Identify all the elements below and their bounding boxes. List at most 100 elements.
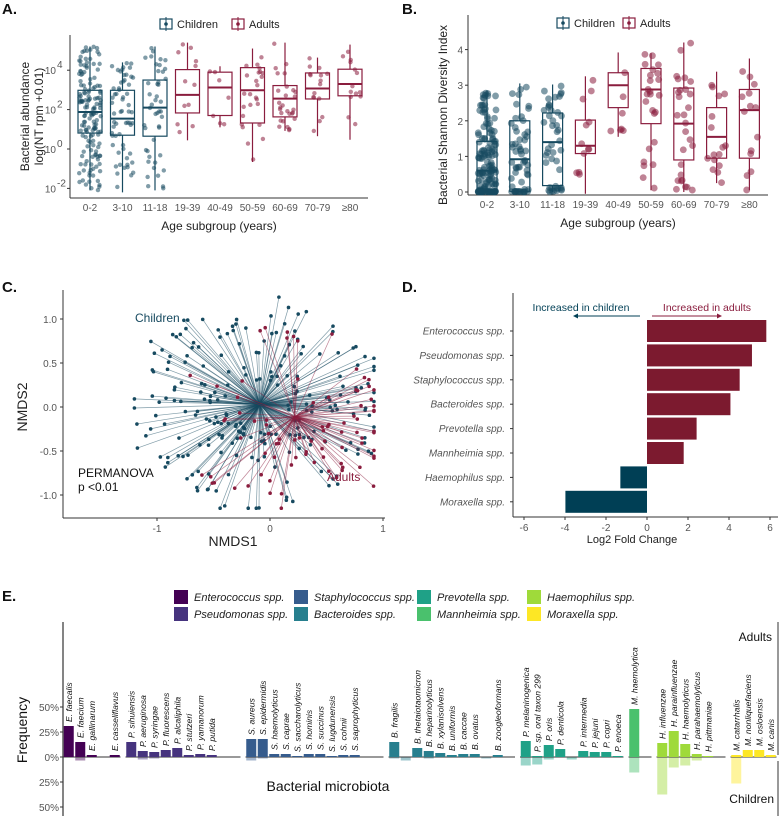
- data-point: [553, 128, 561, 136]
- data-point: [217, 78, 222, 83]
- data-point: [277, 107, 283, 112]
- data-point: [149, 339, 153, 344]
- data-point: [111, 86, 116, 91]
- y-tick-label: 10: [45, 184, 57, 195]
- data-point: [212, 421, 217, 426]
- data-point: [359, 403, 363, 408]
- data-point: [240, 379, 244, 383]
- data-point: [109, 63, 115, 69]
- spider-line: [294, 416, 342, 433]
- data-point: [248, 102, 253, 108]
- data-point: [262, 454, 267, 459]
- data-point: [77, 95, 82, 100]
- data-point: [287, 126, 292, 132]
- spider-line: [294, 333, 333, 417]
- data-point: [319, 469, 324, 474]
- data-point: [360, 436, 364, 440]
- data-point: [366, 449, 371, 453]
- data-point: [557, 146, 565, 154]
- data-point: [475, 188, 482, 195]
- x-tick-label: 11-18: [540, 200, 565, 211]
- data-point: [175, 122, 180, 127]
- legend-label: Children: [177, 19, 218, 31]
- data-point: [144, 434, 148, 438]
- data-point: [512, 114, 520, 122]
- category-label: Bacteroides spp.: [431, 400, 506, 411]
- spider-line: [259, 313, 299, 405]
- data-point: [362, 441, 367, 445]
- data-point: [258, 328, 262, 333]
- spider-line: [210, 396, 260, 405]
- x-axis-title: Bacterial microbiota: [267, 778, 390, 794]
- spider-line: [291, 416, 296, 465]
- data-point: [158, 153, 163, 158]
- y-axis-title: Frequency: [14, 697, 30, 763]
- data-point: [242, 91, 247, 96]
- data-point: [220, 433, 225, 438]
- data-point: [124, 91, 130, 97]
- data-point: [274, 432, 278, 437]
- data-point: [226, 421, 231, 426]
- data-point: [521, 158, 529, 165]
- x-tick-label: 3-10: [112, 203, 132, 214]
- data-point: [79, 153, 85, 159]
- data-point: [80, 178, 86, 183]
- species-label: E. faecium: [75, 697, 85, 738]
- spider-line: [294, 416, 315, 463]
- data-point: [348, 57, 353, 63]
- data-point: [130, 160, 135, 165]
- data-point: [355, 417, 360, 421]
- data-point: [362, 375, 367, 380]
- y-tick-label: 50%: [39, 703, 59, 714]
- data-point: [682, 119, 689, 127]
- y-tick-label: 10: [45, 106, 57, 117]
- data-point: [686, 90, 694, 98]
- data-point: [274, 330, 279, 335]
- data-point: [200, 473, 204, 477]
- data-point: [163, 76, 168, 82]
- data-point: [352, 67, 358, 72]
- bar-adults: [543, 745, 554, 757]
- data-point: [87, 173, 92, 178]
- spider-line: [236, 404, 261, 456]
- bar-adults: [338, 755, 349, 757]
- species-label: H. parahaemolyticus: [692, 671, 702, 750]
- data-point: [715, 92, 723, 100]
- spider-line: [258, 404, 261, 508]
- data-point: [367, 413, 372, 418]
- data-point: [335, 482, 340, 486]
- species-label: M. nonliquefaciens: [743, 674, 753, 746]
- spider-line: [259, 404, 265, 441]
- bar-children: [149, 757, 160, 759]
- data-point: [275, 71, 280, 76]
- data-point: [195, 485, 199, 490]
- spider-line: [236, 404, 261, 439]
- bar-adults: [137, 751, 148, 757]
- data-point: [173, 385, 177, 389]
- data-point: [301, 344, 305, 349]
- data-point: [245, 141, 251, 146]
- data-point: [290, 499, 295, 504]
- y-tick-label: 0: [457, 188, 463, 199]
- panel-label-e: E.: [2, 588, 16, 605]
- data-point: [143, 55, 148, 60]
- panel-c: -1 0 1 1.0 0.5 0.0 -0.5 -1.0 Children Adults PERMA…: [14, 290, 386, 549]
- category-label: Haemophilus spp.: [425, 473, 505, 484]
- spider-line: [227, 333, 261, 405]
- data-point: [92, 96, 98, 101]
- data-point: [282, 71, 287, 76]
- data-point: [372, 404, 376, 408]
- data-point: [557, 82, 565, 90]
- data-point: [372, 364, 376, 369]
- data-point: [147, 92, 152, 97]
- bar-adults: [601, 752, 612, 757]
- data-point: [208, 394, 213, 399]
- data-point: [649, 66, 657, 74]
- bar-adults: [389, 742, 400, 757]
- data-point: [224, 412, 228, 416]
- data-point: [258, 377, 262, 381]
- data-point: [234, 322, 238, 326]
- spider-line: [181, 382, 260, 405]
- data-point: [232, 486, 237, 490]
- data-point: [129, 74, 134, 79]
